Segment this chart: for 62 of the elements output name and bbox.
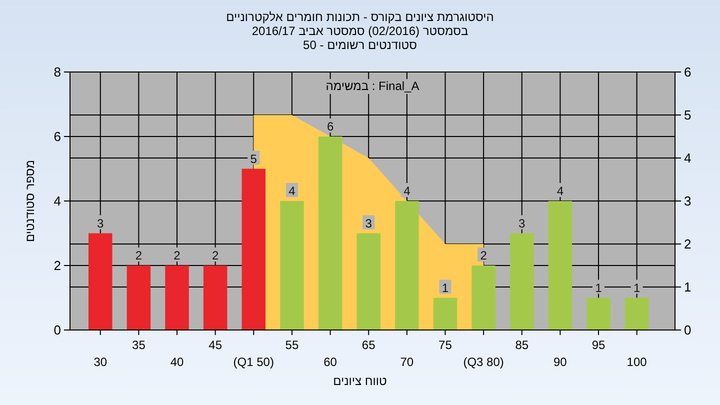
- data-label: 1: [595, 280, 602, 295]
- bar: [433, 298, 458, 330]
- x-tick-label: 35: [132, 338, 146, 352]
- y2-tick-label: 6: [684, 64, 692, 80]
- x-tick-label: 65: [362, 338, 376, 352]
- data-label: 3: [518, 216, 526, 230]
- x-tick-label: 90: [554, 355, 568, 369]
- chart-title: היסטוגרמת ציונים בקורס - תכונות חומרים אלקטרוניים: [226, 10, 494, 24]
- y2-tick-label: 2: [684, 236, 692, 252]
- x-tick-label: 30: [94, 355, 108, 369]
- bar: [356, 233, 380, 330]
- y-tick-label: 4: [54, 194, 61, 209]
- x-tick-label: 40: [170, 355, 184, 369]
- data-label: 4: [404, 184, 411, 198]
- x-tick-label: 45: [208, 338, 222, 352]
- bar: [165, 266, 189, 330]
- data-label: 2: [174, 248, 181, 262]
- data-label: 2: [212, 248, 219, 262]
- y2-tick-label: 0: [684, 322, 692, 338]
- data-label: 2: [135, 248, 142, 262]
- bar: [548, 201, 572, 330]
- x-tick-label: (Q1 50): [233, 355, 274, 369]
- bar: [395, 201, 419, 330]
- bar: [203, 266, 228, 330]
- x-tick-label: 55: [285, 338, 299, 352]
- bar: [472, 266, 496, 330]
- y2-tick-label: 1: [684, 280, 692, 295]
- x-tick-label: 70: [400, 355, 414, 369]
- data-label: 1: [633, 280, 640, 295]
- bar: [126, 266, 151, 330]
- y2-tick-label: 5: [684, 108, 692, 123]
- y-tick-label: 6: [54, 129, 61, 144]
- y-tick-label: 8: [54, 64, 61, 80]
- bar: [88, 233, 112, 330]
- y-tick-label: 2: [54, 258, 61, 274]
- bar: [624, 298, 649, 330]
- y2-tick-label: 4: [684, 150, 692, 166]
- x-tick-label: 75: [438, 338, 452, 352]
- x-axis-title: טווח ציונים: [333, 374, 388, 388]
- data-label: 4: [288, 184, 296, 198]
- chart-subtitle: בסמסטר (02/2016) סמסטר אביב 2016/17 סטודנטים רשומים - 50: [252, 24, 468, 52]
- x-tick-label: (Q3 80): [463, 355, 504, 369]
- data-label: 1: [442, 280, 449, 295]
- bar: [510, 233, 534, 330]
- y2-tick-label: 3: [684, 194, 692, 209]
- data-label: 2: [480, 248, 488, 262]
- data-label: 6: [326, 120, 334, 134]
- annotation: במשימה : Final_A: [326, 79, 420, 93]
- data-label: 3: [365, 216, 372, 230]
- data-label: 4: [556, 184, 564, 198]
- bar: [318, 136, 342, 330]
- bar: [242, 168, 266, 330]
- x-tick-label: 95: [592, 338, 606, 352]
- data-label: 3: [97, 216, 104, 230]
- data-label: 5: [250, 152, 258, 166]
- bar: [586, 298, 610, 330]
- x-tick-label: 85: [515, 338, 529, 352]
- x-tick-label: 100: [626, 355, 648, 369]
- y-tick-label: 0: [54, 322, 61, 338]
- bar: [280, 201, 304, 330]
- x-tick-label: 60: [324, 355, 338, 369]
- y-axis-title: מספר סטודנטים: [23, 160, 37, 242]
